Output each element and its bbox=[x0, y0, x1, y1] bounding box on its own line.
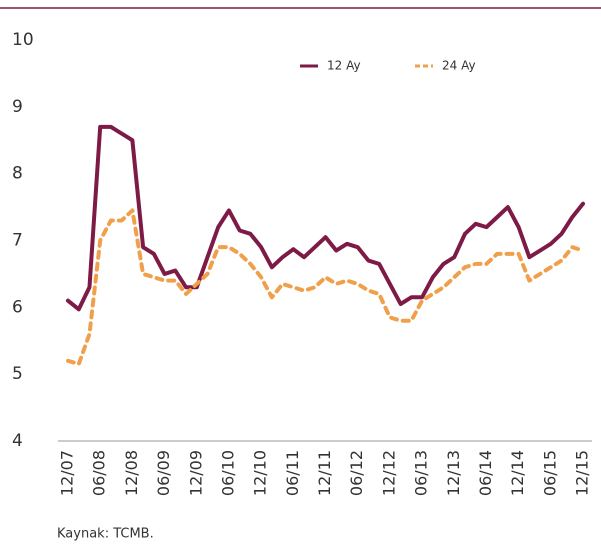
series-line bbox=[66, 124, 585, 312]
x-tick-label: 12/09 bbox=[186, 450, 205, 496]
y-tick-label: 6 bbox=[12, 297, 23, 317]
x-tick-label: 12/14 bbox=[508, 450, 527, 496]
x-tick-label: 12/15 bbox=[573, 450, 592, 496]
y-tick-label: 8 bbox=[12, 164, 23, 184]
x-tick-label: 06/12 bbox=[347, 450, 366, 496]
x-tick-label: 06/15 bbox=[540, 450, 559, 496]
x-tick-label: 12/10 bbox=[251, 450, 270, 496]
x-tick-label: 12/07 bbox=[58, 450, 77, 496]
x-tick-label: 06/11 bbox=[283, 450, 302, 496]
x-tick-label: 06/13 bbox=[412, 450, 431, 496]
x-tick-label: 06/14 bbox=[476, 450, 495, 496]
x-tick-label: 06/08 bbox=[90, 450, 109, 496]
y-tick-label: 4 bbox=[12, 431, 23, 451]
source: Kaynak: TCMB. bbox=[57, 527, 154, 542]
x-tick-label: 12/13 bbox=[444, 450, 463, 496]
x-tick-label: 12/11 bbox=[315, 450, 334, 496]
y-tick-label: 7 bbox=[12, 231, 23, 251]
legend-label: 24 Ay bbox=[442, 59, 476, 73]
x-tick-label: 12/12 bbox=[379, 450, 398, 496]
x-tick-label: 12/08 bbox=[122, 450, 141, 496]
series-line bbox=[66, 208, 585, 367]
y-tick-label: 10 bbox=[12, 30, 34, 50]
y-tick-label: 9 bbox=[12, 97, 23, 117]
x-tick-label: 06/09 bbox=[154, 450, 173, 496]
y-tick-label: 5 bbox=[12, 364, 23, 384]
legend-label: 12 Ay bbox=[327, 59, 361, 73]
x-tick-label: 06/10 bbox=[218, 450, 237, 496]
